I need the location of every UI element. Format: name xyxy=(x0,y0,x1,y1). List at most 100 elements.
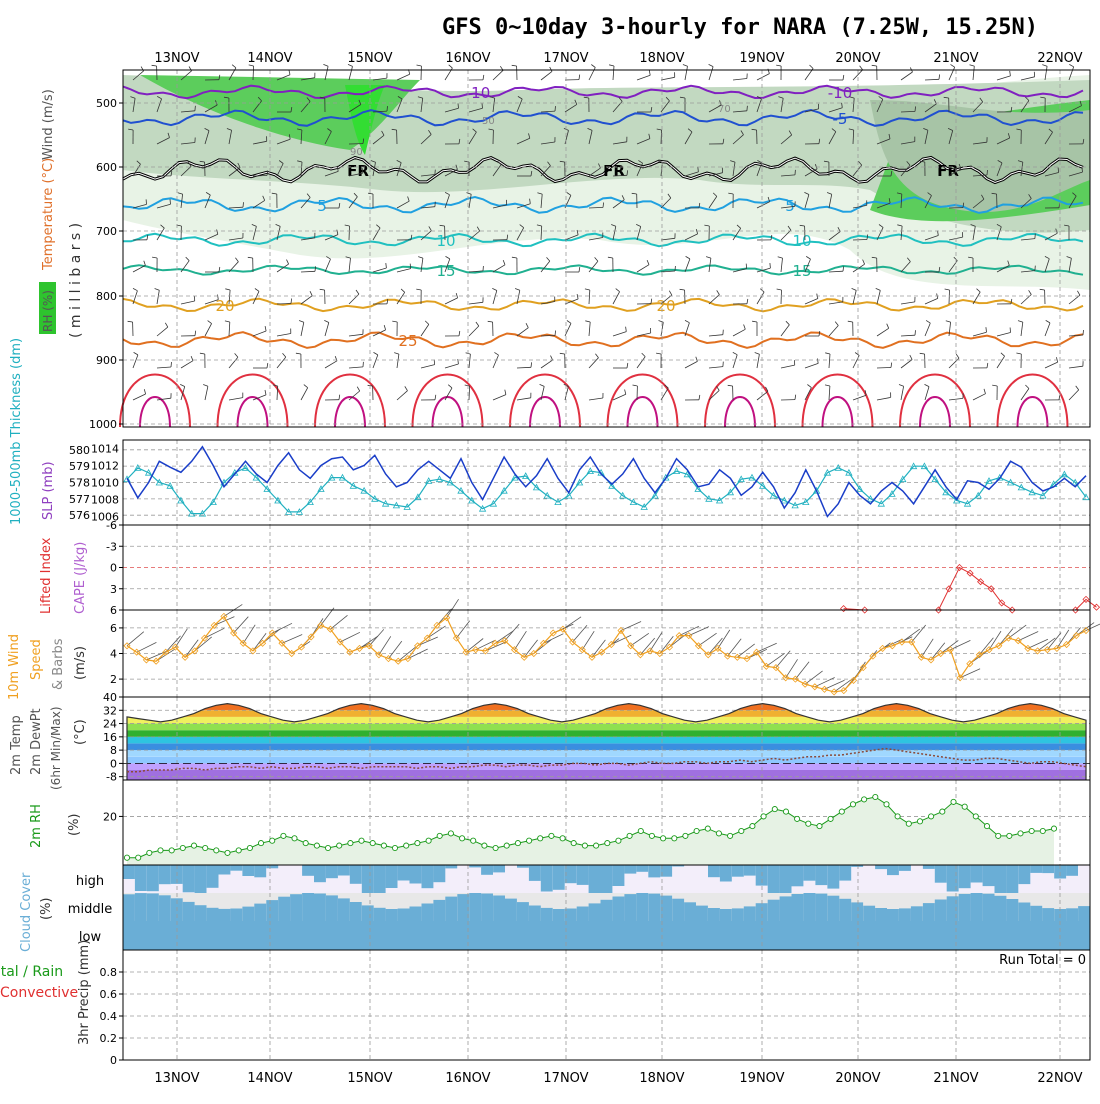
wind10-barb-57 xyxy=(679,626,699,635)
t2m-ytick-5-label: 32 xyxy=(103,704,117,717)
cloud-high-bar-23 xyxy=(398,865,410,881)
cloud-mid-bar-56 xyxy=(792,894,804,921)
upper-barb-flag xyxy=(512,65,517,66)
rh2m-point-32 xyxy=(482,843,487,848)
bottom-date-9: 22NOV xyxy=(1037,1071,1082,1086)
wind10-label-3: & Barbs xyxy=(51,638,66,690)
cloud-mid-bar-7 xyxy=(207,908,219,921)
cloud-mid-bar-58 xyxy=(815,894,827,921)
cloud-high-bar-18 xyxy=(338,865,350,876)
cloud-high-bar-41 xyxy=(613,865,625,886)
cloud-high-bar-20 xyxy=(362,865,374,893)
wind10-barb-33 xyxy=(447,599,459,618)
thick-right-tick-1: 1008 xyxy=(91,494,119,507)
rh2m-point-28 xyxy=(437,833,442,838)
wind10-label-2: Speed xyxy=(29,639,44,680)
cloud-mid-bar-19 xyxy=(350,902,362,921)
cloud-mid-bar-79 xyxy=(1066,908,1078,921)
wind10-ytick-0-label: 2 xyxy=(110,673,117,686)
top-date-3: 16NOV xyxy=(445,51,490,66)
isotherm-label-5-0: 5 xyxy=(317,197,327,215)
cloud-high-bar-74 xyxy=(1006,865,1018,893)
cloud-high-bar-36 xyxy=(553,865,565,890)
upper-barb-flag xyxy=(482,103,483,108)
wind10-barb-47 xyxy=(582,631,594,650)
cloud-high-bar-38 xyxy=(577,865,589,885)
cloud-mid-bar-63 xyxy=(875,908,887,921)
t2m-ytick-6-label: 40 xyxy=(103,691,117,704)
cloud-mid-bar-47 xyxy=(684,902,696,921)
t2m-band-5 xyxy=(123,737,1090,744)
rh2m-point-59 xyxy=(783,809,788,814)
rh2m-point-53 xyxy=(716,831,721,836)
precip-ytick-2-label: 0.4 xyxy=(100,1010,118,1023)
cloud-mid-bar-20 xyxy=(362,905,374,921)
cloud-high-bar-43 xyxy=(636,865,648,872)
cloud-mid-bar-26 xyxy=(433,900,445,921)
cape-ytick-2-label: 0 xyxy=(110,562,117,575)
rh2m-point-61 xyxy=(806,821,811,826)
top-date-0: 13NOV xyxy=(154,51,199,66)
t2m-label-1: 2m Temp xyxy=(9,715,24,775)
upper-barb xyxy=(349,226,350,240)
t2m-ytick-0-label: -8 xyxy=(106,771,117,784)
top-date-4: 17NOV xyxy=(543,51,588,66)
cloud-ylabels: Cloud Cover (%) xyxy=(19,872,54,952)
cloud-high-bar-44 xyxy=(648,865,660,877)
wind10-barb-52 xyxy=(631,633,649,646)
wind10-barb-25 xyxy=(369,629,384,645)
cape-label: CAPE (J/kg) xyxy=(73,542,88,614)
rh2m-point-60 xyxy=(795,816,800,821)
t2m-ytick-4-label: 24 xyxy=(103,718,117,731)
cloud-high-bar-58 xyxy=(815,865,827,885)
cloud-mid-bar-40 xyxy=(601,900,613,921)
rh2m-point-40 xyxy=(571,841,576,846)
rh2m-point-27 xyxy=(426,838,431,843)
cloud-level-high: high xyxy=(76,874,104,889)
rh2m-label-1: 2m RH xyxy=(29,804,44,848)
isotherm-label--10-0: -10 xyxy=(466,84,491,102)
bottom-date-7: 20NOV xyxy=(835,1071,880,1086)
t2m-band-11 xyxy=(123,697,1090,704)
cape-ytick-1-label: -3 xyxy=(106,540,117,553)
cloud-mid-bar-23 xyxy=(398,909,410,922)
upper-barb xyxy=(949,290,950,304)
rh2m-point-16 xyxy=(303,841,308,846)
bottom-date-8: 21NOV xyxy=(933,1071,978,1086)
upper-ytick-5-label: 1000 xyxy=(89,418,117,431)
rh2m-point-0 xyxy=(124,855,129,860)
cloud-mid-bar-66 xyxy=(911,906,923,921)
cloud-high-bar-72 xyxy=(983,865,995,886)
wind10-barb-92 xyxy=(1018,632,1038,641)
rh2m-point-71 xyxy=(917,819,922,824)
rh2m-point-66 xyxy=(862,797,867,802)
upper-ytick-0-label: 500 xyxy=(96,97,117,110)
cloud-high-bar-21 xyxy=(374,865,386,893)
isotherm-label-10-1: 10 xyxy=(792,232,811,250)
rh2m-point-62 xyxy=(817,824,822,829)
cloud-mid-bar-39 xyxy=(589,903,601,921)
cloud-high-bar-60 xyxy=(839,865,851,881)
cloud-mid-bar-75 xyxy=(1018,903,1030,922)
wind10-barb-51 xyxy=(621,622,641,631)
upper-barb-flag xyxy=(458,103,459,108)
rh2m-point-25 xyxy=(404,843,409,848)
rh2m-point-69 xyxy=(895,814,900,819)
rh-contour-label-2: 90 xyxy=(350,147,363,158)
precip-label-3: 3hr Precip (mm) xyxy=(77,940,92,1045)
cloud-mid-bar-18 xyxy=(338,898,350,921)
cape-ytick-0-label: -6 xyxy=(106,519,117,532)
cloud-mid-bar-25 xyxy=(422,904,434,922)
isotherm-label-FR-1: FR xyxy=(603,162,625,180)
rh2m-point-12 xyxy=(258,841,263,846)
cloud-label-1: Cloud Cover xyxy=(19,872,34,952)
bottom-date-5: 18NOV xyxy=(639,1071,684,1086)
top-date-5: 18NOV xyxy=(639,51,684,66)
cloud-high-bar-69 xyxy=(947,865,959,892)
cloud-mid-bar-53 xyxy=(756,903,768,921)
wind10-barb-40 xyxy=(515,631,527,650)
cloud-mid-bar-17 xyxy=(326,895,338,921)
li-label: Lifted Index xyxy=(39,537,54,614)
